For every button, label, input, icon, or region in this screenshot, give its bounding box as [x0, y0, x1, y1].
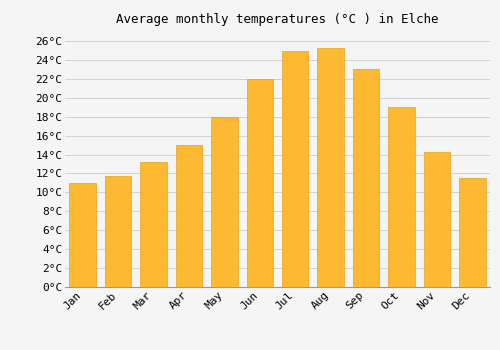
Bar: [353, 69, 380, 287]
Bar: [459, 178, 485, 287]
Bar: [140, 162, 167, 287]
Bar: [176, 145, 202, 287]
Bar: [246, 79, 273, 287]
Bar: [105, 176, 132, 287]
Bar: [388, 107, 414, 287]
Bar: [70, 183, 96, 287]
Bar: [211, 117, 238, 287]
Title: Average monthly temperatures (°C ) in Elche: Average monthly temperatures (°C ) in El…: [116, 13, 439, 26]
Bar: [318, 48, 344, 287]
Bar: [282, 51, 308, 287]
Bar: [424, 152, 450, 287]
